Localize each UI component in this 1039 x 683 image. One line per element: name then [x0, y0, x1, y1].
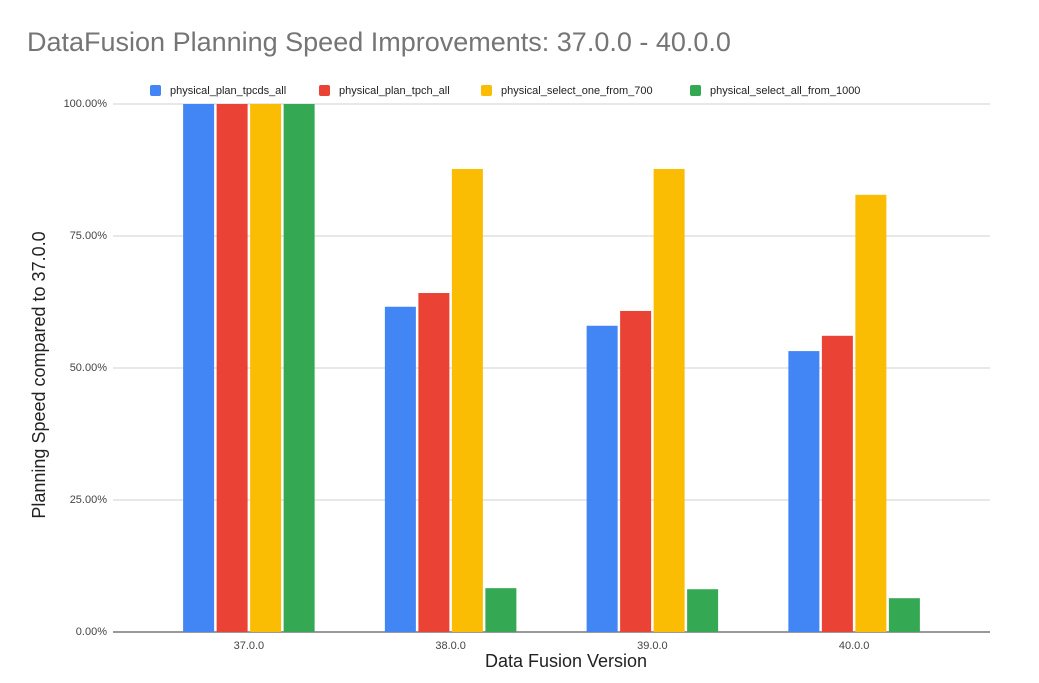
x-tick-label: 40.0.0 [839, 640, 870, 652]
y-tick-label: 50.00% [70, 362, 108, 374]
bar [250, 104, 282, 632]
legend-label: physical_select_one_from_700 [501, 85, 653, 97]
bar [788, 351, 820, 632]
x-tick-label: 37.0.0 [234, 640, 265, 652]
legend-swatch [481, 85, 492, 96]
x-tick-label: 39.0.0 [637, 640, 668, 652]
bar [183, 104, 215, 632]
legend-swatch [319, 85, 330, 96]
y-tick-label: 100.00% [64, 98, 108, 110]
legend-swatch [690, 85, 701, 96]
legend-label: physical_plan_tpcds_all [170, 85, 286, 97]
legend-swatch [150, 85, 161, 96]
bar [888, 598, 920, 632]
bar [855, 194, 887, 633]
bar [620, 310, 652, 632]
legend-label: physical_select_all_from_1000 [710, 85, 860, 97]
bar [418, 293, 450, 632]
bar [216, 104, 248, 632]
y-tick-label: 0.00% [76, 626, 107, 638]
bar [283, 104, 315, 632]
bar [384, 306, 416, 632]
x-axis-label: Data Fusion Version [485, 651, 647, 671]
bar [821, 335, 853, 632]
legend-label: physical_plan_tpch_all [339, 85, 450, 97]
bar [586, 325, 618, 632]
y-axis-label: Planning Speed compared to 37.0.0 [29, 231, 49, 518]
x-tick-label: 38.0.0 [435, 640, 466, 652]
chart-title: DataFusion Planning Speed Improvements: … [27, 27, 731, 57]
bar [451, 168, 483, 632]
bar [653, 168, 685, 632]
y-tick-label: 75.00% [70, 230, 108, 242]
bar [485, 588, 517, 632]
bar [687, 589, 719, 632]
y-tick-label: 25.00% [70, 494, 108, 506]
